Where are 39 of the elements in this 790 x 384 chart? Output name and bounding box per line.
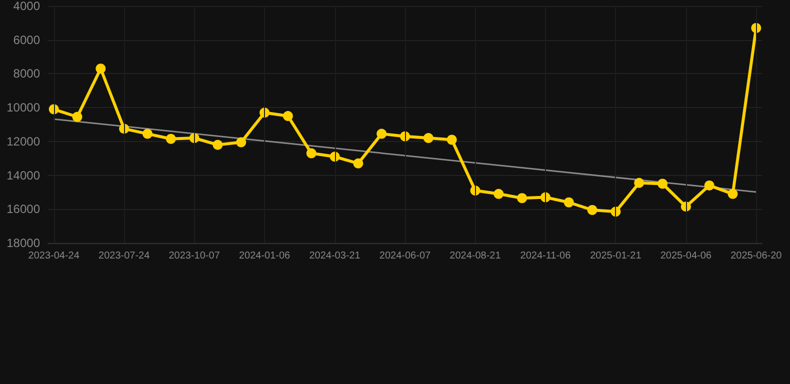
point <box>236 137 246 148</box>
x-tick-label: 2024-11-06 <box>520 250 572 262</box>
point <box>728 188 738 199</box>
y-tick-label: 6000 <box>13 32 40 47</box>
point <box>282 111 293 122</box>
point <box>212 140 223 150</box>
point <box>446 134 457 145</box>
point <box>142 128 152 139</box>
point <box>72 112 82 122</box>
y-tick-label: 10000 <box>6 100 40 115</box>
point <box>564 197 574 208</box>
x-tick-label: 2024-06-07 <box>379 250 432 262</box>
x-tick-label: 2025-01-21 <box>590 250 642 262</box>
y-tick-label: 12000 <box>6 134 40 148</box>
x-tick-label: 2023-04-24 <box>28 250 80 262</box>
y-tick-label: 14000 <box>6 168 40 182</box>
x-tick-label: 2024-03-21 <box>309 250 361 262</box>
x-tick-label: 2024-01-06 <box>238 250 291 262</box>
point <box>494 188 504 199</box>
y-tick-label: 16000 <box>6 202 40 216</box>
x-tick-label: 2025-04-06 <box>660 250 712 262</box>
x-tick-label: 2023-10-07 <box>168 250 220 262</box>
point <box>517 193 528 204</box>
point <box>587 204 598 215</box>
y-tick-label: 8000 <box>13 66 40 81</box>
point <box>166 134 176 144</box>
point <box>658 178 668 189</box>
x-tick-label: 2025-06-20 <box>730 250 782 262</box>
point <box>704 180 714 190</box>
y-tick-label: 4000 <box>13 0 40 13</box>
x-tick-label: 2024-08-21 <box>450 250 502 262</box>
point <box>353 158 364 168</box>
point <box>306 148 316 158</box>
point <box>634 178 644 188</box>
point <box>96 64 106 74</box>
point <box>423 133 434 144</box>
point <box>376 128 387 139</box>
x-tick-label: 2023-07-24 <box>98 250 150 262</box>
y-tick-label: 18000 <box>6 236 40 250</box>
